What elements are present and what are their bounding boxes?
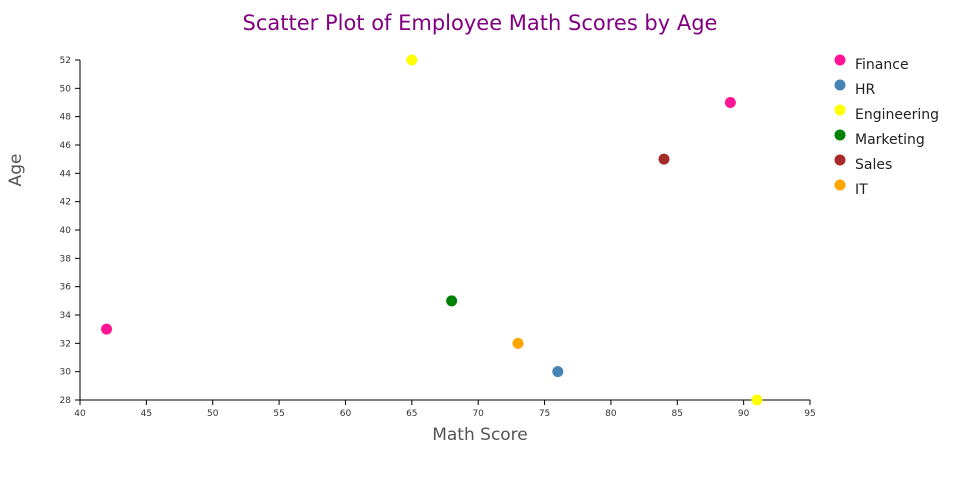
- y-tick-label: 34: [60, 311, 72, 321]
- x-tick-label: 40: [74, 409, 86, 419]
- data-point-finance: [724, 97, 736, 108]
- y-tick-label: 36: [60, 283, 72, 293]
- y-tick-label: 50: [60, 84, 72, 94]
- x-tick-label: 70: [472, 409, 484, 419]
- data-point-engineering: [406, 54, 418, 66]
- x-tick-label: 85: [672, 409, 683, 419]
- legend-label-it: IT: [855, 182, 868, 198]
- y-tick-label: 46: [60, 141, 72, 151]
- x-tick-label: 80: [605, 409, 617, 419]
- x-tick-label: 55: [273, 409, 284, 419]
- data-point-sales: [658, 153, 670, 165]
- legend-marker-finance: [834, 54, 846, 66]
- x-tick-label: 65: [406, 409, 417, 419]
- chart-title: Scatter Plot of Employee Math Scores by …: [243, 11, 718, 35]
- x-tick-label: 90: [738, 409, 750, 419]
- y-axis-label: Age: [6, 154, 26, 187]
- y-tick-label: 52: [60, 56, 71, 66]
- legend: Finance HR Engineering Marketing Sales IT: [834, 54, 939, 198]
- y-ticks: 28 30 32 34 36 38 40 42 44 46 48 50 52: [60, 56, 80, 406]
- y-tick-label: 28: [60, 396, 72, 406]
- y-tick-label: 38: [60, 254, 72, 264]
- x-tick-label: 95: [804, 409, 815, 419]
- legend-marker-engineering: [834, 104, 846, 116]
- legend-label-hr: HR: [855, 82, 876, 98]
- data-point-hr: [552, 366, 564, 378]
- x-axis-label: Math Score: [432, 425, 528, 445]
- legend-label-marketing: Marketing: [855, 132, 925, 148]
- y-tick-label: 40: [60, 226, 72, 236]
- legend-label-finance: Finance: [855, 57, 909, 73]
- data-points: [101, 54, 763, 406]
- legend-marker-hr: [834, 79, 846, 91]
- x-tick-label: 45: [141, 409, 152, 419]
- x-tick-label: 50: [207, 409, 219, 419]
- legend-label-engineering: Engineering: [855, 107, 939, 123]
- y-tick-label: 32: [60, 339, 71, 349]
- data-point-it: [512, 337, 524, 349]
- y-tick-label: 48: [60, 113, 72, 123]
- y-tick-label: 42: [60, 198, 71, 208]
- y-tick-label: 30: [60, 368, 72, 378]
- legend-marker-it: [834, 179, 846, 191]
- y-tick-label: 44: [60, 169, 72, 179]
- x-ticks: 40 45 50 55 60 65 70 75 80 85 90 95: [74, 400, 816, 419]
- x-tick-label: 60: [340, 409, 352, 419]
- legend-marker-marketing: [834, 129, 846, 141]
- legend-label-sales: Sales: [855, 157, 892, 173]
- axes: 40 45 50 55 60 65 70 75 80 85 90 95 283032343638404…: [60, 56, 816, 419]
- data-point-engineering: [751, 394, 763, 406]
- data-point-marketing: [446, 295, 458, 307]
- x-tick-label: 75: [539, 409, 550, 419]
- data-point-finance: [101, 323, 113, 335]
- legend-marker-sales: [834, 154, 846, 166]
